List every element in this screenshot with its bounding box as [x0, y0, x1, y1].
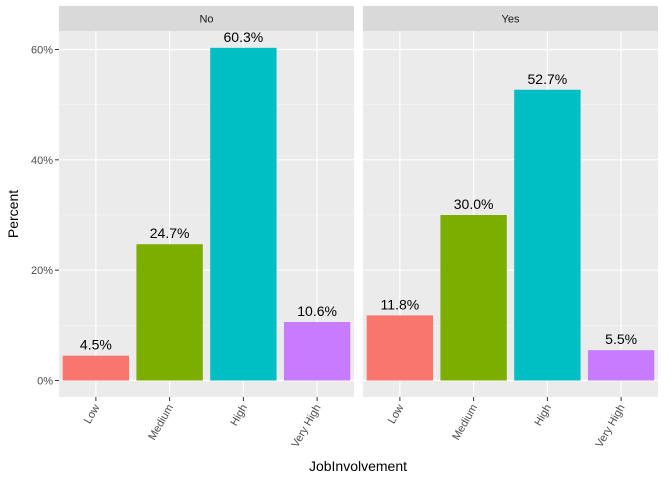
- bar-data-label: 5.5%: [605, 331, 637, 347]
- x-axis-title: JobInvolvement: [309, 458, 407, 474]
- bar-data-label: 60.3%: [224, 29, 264, 45]
- bar-low: [62, 355, 130, 381]
- bar-data-label: 30.0%: [454, 196, 494, 212]
- bar-low: [366, 315, 434, 381]
- bar-very-high: [283, 322, 351, 381]
- x-tick-label: Medium: [146, 403, 176, 443]
- bar-data-label: 10.6%: [297, 303, 337, 319]
- facet-strip: [59, 6, 354, 31]
- x-tick-label: Very High: [289, 403, 323, 450]
- y-tick-label: 60%: [31, 45, 53, 57]
- bar-data-label: 11.8%: [381, 296, 420, 312]
- y-axis: 0% 20% 40% 60%: [31, 45, 59, 388]
- panel-yes: Yes 11.8% 30.0% 52.7% 5.5% Low Medium High Very …: [363, 6, 658, 450]
- bar-data-label: 24.7%: [150, 225, 190, 241]
- bar-data-label: 4.5%: [80, 337, 112, 353]
- x-tick-label: Medium: [450, 403, 480, 443]
- bar-data-label: 52.7%: [528, 71, 568, 87]
- panels-layer: No 4.5% 24.7% 60.3% 10.6% Low Medium High Very H…: [59, 6, 658, 450]
- x-tick-label: Low: [82, 402, 103, 426]
- bar-medium: [440, 215, 507, 381]
- x-tick-label: Low: [386, 402, 407, 426]
- x-tick-label: High: [228, 403, 250, 429]
- panel-no: No 4.5% 24.7% 60.3% 10.6% Low Medium High Very H…: [59, 6, 354, 450]
- bar-very-high: [587, 350, 655, 381]
- x-tick-label: High: [532, 403, 554, 429]
- y-tick-label: 40%: [31, 155, 53, 167]
- facet-strip-label: Yes: [502, 14, 520, 26]
- y-tick-label: 0%: [37, 376, 53, 388]
- facet-strip-label: No: [199, 14, 213, 26]
- facet-strip: [363, 6, 658, 31]
- bar-high: [514, 89, 581, 381]
- y-axis-title: Percent: [5, 190, 21, 238]
- x-tick-label: Very High: [593, 403, 627, 450]
- bar-medium: [136, 244, 203, 381]
- y-tick-label: 20%: [31, 265, 53, 277]
- bar-high: [210, 47, 277, 381]
